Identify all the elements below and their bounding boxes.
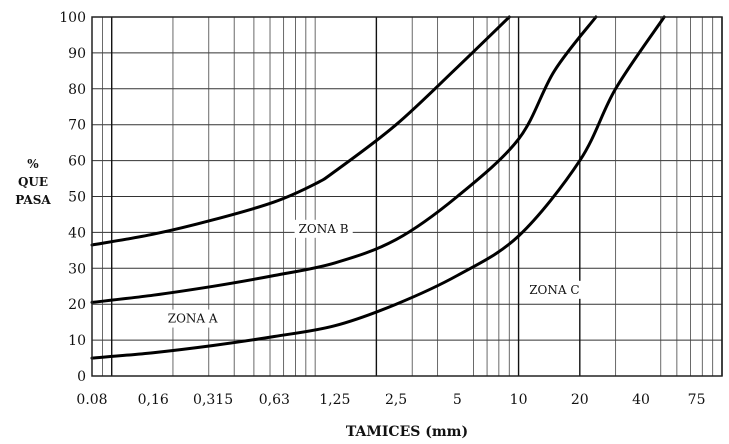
x-tick-label: 0,16 bbox=[138, 392, 169, 408]
y-tick-label: 40 bbox=[68, 225, 86, 241]
y-axis-label-line: PASA bbox=[15, 193, 51, 207]
y-tick-label: 70 bbox=[68, 118, 86, 134]
y-tick-label: 0 bbox=[77, 369, 86, 385]
x-tick-label: 0,315 bbox=[193, 392, 233, 408]
zone-label: ZONA B bbox=[299, 222, 349, 236]
y-axis-label-line: % bbox=[27, 157, 39, 171]
y-tick-label: 30 bbox=[68, 261, 86, 277]
y-axis-label-line: QUE bbox=[18, 175, 48, 189]
series-line-1 bbox=[90, 15, 511, 247]
zone-label: ZONA C bbox=[529, 283, 579, 297]
zone-label: ZONA A bbox=[168, 312, 218, 326]
x-tick-label: 0,63 bbox=[259, 392, 290, 408]
zone-label-background bbox=[163, 309, 222, 328]
x-tick-label: 1,25 bbox=[319, 392, 350, 408]
y-tick-label: 100 bbox=[59, 10, 86, 26]
zone-label-background bbox=[294, 219, 353, 238]
x-tick-label: 0.08 bbox=[76, 392, 107, 408]
y-tick-label: 10 bbox=[68, 333, 86, 349]
y-tick-label: 60 bbox=[68, 154, 86, 170]
series-curves bbox=[90, 15, 666, 360]
plot-frame bbox=[91, 16, 723, 377]
series-line-3 bbox=[90, 15, 666, 360]
y-axis-label: % QUE PASA bbox=[15, 157, 51, 207]
x-tick-label: 20 bbox=[571, 392, 589, 408]
x-tick-labels: 0.08 0,16 0,315 0,63 1,25 2,5 5 10 20 40 75 bbox=[76, 392, 705, 408]
x-axis-label: TAMICES (mm) bbox=[346, 424, 468, 440]
zone-labels: ZONA A ZONA B ZONA C bbox=[163, 219, 584, 328]
y-tick-labels: 0 10 20 30 40 50 60 70 80 90 100 bbox=[59, 10, 86, 385]
y-tick-label: 80 bbox=[68, 82, 86, 98]
x-tick-label: 75 bbox=[688, 392, 706, 408]
y-tick-label: 90 bbox=[68, 46, 86, 62]
x-tick-label: 2,5 bbox=[385, 392, 407, 408]
x-tick-label: 10 bbox=[510, 392, 528, 408]
y-tick-label: 20 bbox=[68, 297, 86, 313]
series-line-2 bbox=[90, 15, 598, 304]
x-tick-label: 5 bbox=[453, 392, 462, 408]
zone-label-background bbox=[525, 280, 584, 299]
x-tick-label: 40 bbox=[632, 392, 650, 408]
y-tick-label: 50 bbox=[68, 190, 86, 206]
